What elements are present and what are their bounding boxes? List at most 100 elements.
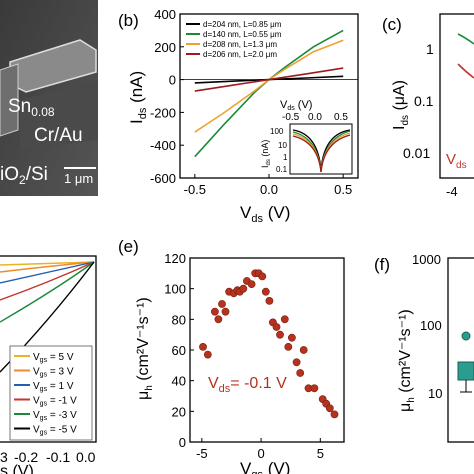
- panel-e-point: [203, 350, 212, 359]
- panel-d-legend-label: Vgs = 1 V: [33, 381, 74, 393]
- panel-f-outlier: [461, 331, 471, 341]
- panel-e-point: [239, 284, 248, 293]
- panel-e-point: [221, 307, 230, 316]
- scale-bar-label: 1 μm: [64, 171, 93, 186]
- panel-c-letter: (c): [382, 15, 402, 34]
- panel-c-annotation: Vds: [446, 151, 467, 171]
- panel-e-point: [199, 342, 207, 351]
- panel-b-ytick-label: 0: [169, 73, 176, 88]
- panel-e-point: [272, 323, 281, 331]
- panel-b-legend-label: d=206 nm, L=2.0 μm: [203, 50, 277, 59]
- panel-c-frame: [439, 13, 474, 179]
- panel-f-letter: (f): [374, 255, 390, 274]
- panel-e-xtick-label: -5: [196, 446, 208, 461]
- panel-d: Vgs = 5 V Vgs = 3 V Vgs = 1 V Vgs = -1 V Vgs…: [0, 255, 97, 474]
- substrate-label: iO2/Si: [0, 164, 48, 187]
- panel-c: (c) 1 0.1 0.01 Ids (μA) Vds -4: [382, 13, 474, 199]
- panel-b-xtick-label: 0.5: [334, 182, 352, 197]
- panel-e-letter: (e): [118, 237, 139, 256]
- panel-e-point: [258, 272, 267, 281]
- panel-c-ytick-2: 0.1: [414, 93, 434, 109]
- panel-b-ytick-label: -200: [150, 105, 176, 120]
- panel-b-series-4: [194, 67, 344, 92]
- panel-e-point: [214, 315, 223, 324]
- panel-c-xtick: -4: [446, 184, 458, 199]
- inset-xtick-3: 0.5: [334, 112, 348, 123]
- panel-e-ytick-label: 80: [172, 312, 186, 327]
- sem-substrate-region: [20, 80, 98, 150]
- panel-d-frame: [0, 255, 97, 443]
- panel-e-ytick-label: 100: [164, 282, 186, 297]
- material-label: Sn0.08: [8, 96, 55, 119]
- inset-ylabel: Ids (nA): [260, 140, 272, 168]
- panel-e-point: [210, 307, 219, 316]
- panel-c-curve-red: [457, 63, 474, 79]
- contact-label: Cr/Au: [34, 125, 83, 146]
- panel-c-ylabel: Ids (μA): [391, 80, 411, 130]
- panel-e-point: [247, 280, 256, 288]
- panel-e-xtick-label: 5: [317, 446, 324, 461]
- inset-ytick-4: 0.1: [276, 165, 288, 174]
- panel-e-scatter: [199, 269, 339, 419]
- panel-e-ytick-label: 20: [172, 404, 186, 419]
- panel-d-curve-1: [0, 261, 95, 284]
- inset-ytick-2: 10: [278, 141, 287, 150]
- panel-f-ylabel: μh (cm²V⁻¹s⁻¹): [397, 309, 417, 412]
- panel-b-ytick-label: 400: [154, 7, 176, 22]
- panel-b-xtick-label: -0.5: [184, 182, 206, 197]
- panel-e-point: [310, 384, 319, 393]
- panel-e: (e) 0 20 40 60 80 100 120 -5 0 5 Vds= -0.1 V μh (…: [118, 237, 345, 474]
- panel-b-legend-label: d=208 nm, L=1.3 μm: [203, 40, 277, 49]
- panel-e-point: [296, 369, 305, 377]
- panel-c-ytick-3: 0.01: [403, 145, 430, 161]
- panel-e-ytick-label: 0: [179, 435, 186, 450]
- panel-e-xtick-label: 0: [257, 446, 264, 461]
- panel-d-curve-m1: [0, 261, 95, 301]
- panel-b-xtick-label: 0.0: [260, 182, 278, 197]
- panel-b-inset: Vds (V) -0.5 0.0 0.5 100 10 1 0.1 Ids (n…: [260, 99, 353, 175]
- panel-b-axis-ticks: 400 200 0 -200 -400 -600 -0.5 0.0 0.5: [150, 7, 352, 197]
- panel-d-xtick-1: 3: [0, 449, 8, 465]
- panel-b-ytick-label: -600: [150, 171, 176, 186]
- panel-d-legend-label: Vgs = -3 V: [33, 410, 77, 422]
- panel-d-curve-m3: [0, 261, 95, 323]
- panel-e-ylabel: μh (cm²V⁻¹s⁻¹): [135, 297, 155, 400]
- panel-f-boxplot: [457, 361, 474, 381]
- panel-b-xlabel: Vds (V): [240, 203, 290, 225]
- panel-d-legend: Vgs = 5 V Vgs = 3 V Vgs = 1 V Vgs = -1 V Vgs…: [14, 352, 77, 437]
- inset-xtick-2: 0.0: [308, 112, 322, 123]
- panel-b-legend-label: d=204 nm, L=0.85 μm: [203, 20, 282, 29]
- panel-e-ytick-label: 120: [164, 251, 186, 266]
- panel-e-ytick-label: 40: [172, 374, 186, 389]
- sem-nanowire: [0, 63, 19, 137]
- panel-e-point: [292, 358, 301, 367]
- inset-curve-red: [292, 134, 351, 173]
- panel-f: (f) 1000 100 10 μh (cm²V⁻¹s⁻¹): [374, 252, 474, 443]
- panel-f-ytick-3: 10: [428, 386, 442, 401]
- inset-ytick-3: 1: [283, 153, 288, 162]
- panel-b-legend-label: d=140 nm, L=0.55 μm: [203, 30, 282, 39]
- panel-e-point: [280, 315, 289, 324]
- panel-e-point: [261, 287, 270, 296]
- panel-b-ylabel: Ids (nA): [127, 71, 149, 124]
- panel-d-legend-label: Vgs = 3 V: [33, 367, 74, 379]
- panel-d-curve-5: [0, 261, 95, 266]
- panel-d-xtick-2: -0.2: [14, 449, 38, 465]
- panel-e-point: [218, 300, 226, 308]
- panel-b-plot-area: [180, 29, 358, 158]
- panel-d-legend-label: Vgs = -5 V: [33, 425, 77, 437]
- panel-b-legend: d=204 nm, L=0.85 μmd=140 nm, L=0.55 μmd=…: [186, 20, 282, 59]
- panel-b-letter: (b): [118, 11, 139, 30]
- panel-e-ytick-label: 60: [172, 343, 186, 358]
- panel-d-xtick-4: 0.0: [76, 449, 96, 465]
- inset-ytick-1: 100: [270, 127, 284, 136]
- panel-d-legend-box: [9, 345, 93, 441]
- panel-b-ytick-label: -400: [150, 138, 176, 153]
- panel-e-axis-ticks: 0 20 40 60 80 100 120 -5 0 5: [164, 251, 324, 461]
- panel-c-curve-green: [457, 33, 474, 45]
- panel-e-frame: [189, 257, 345, 443]
- panel-f-ytick-1: 1000: [412, 252, 441, 267]
- panel-a: Sn0.08 Cr/Au iO2/Si 1 μm: [0, 0, 98, 196]
- panel-e-point: [287, 333, 296, 342]
